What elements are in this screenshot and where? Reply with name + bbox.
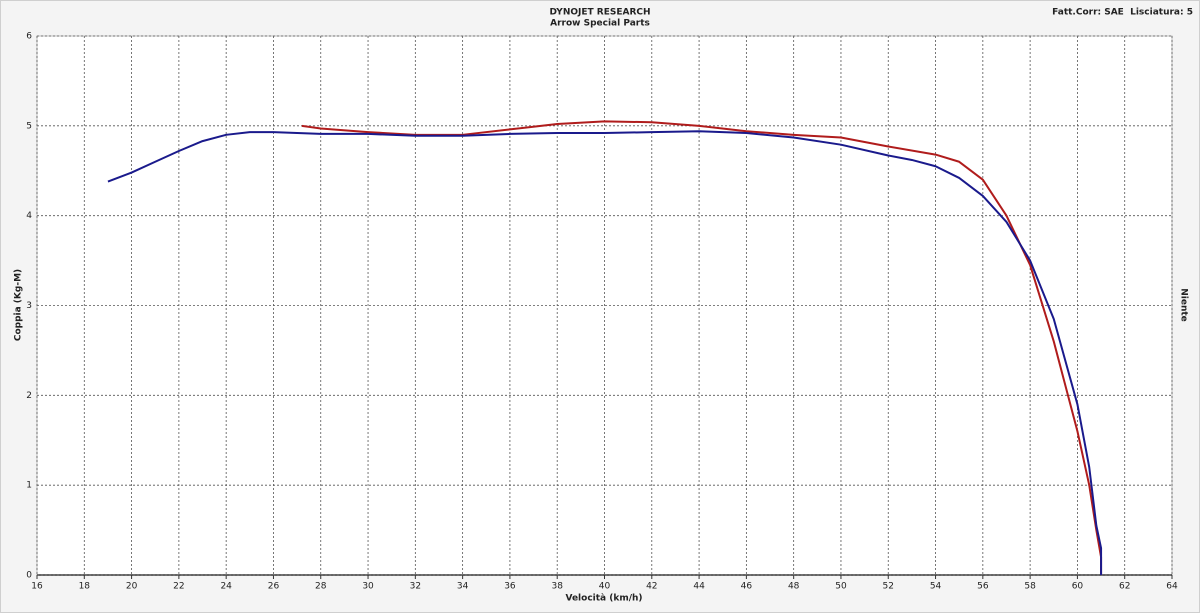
x-tick-label: 36: [504, 582, 516, 592]
y-tick-label: 4: [26, 211, 32, 221]
x-tick-label: 32: [410, 582, 421, 592]
x-tick-label: 24: [220, 582, 232, 592]
chart-subtitle: Arrow Special Parts: [550, 19, 650, 29]
x-tick-label: 18: [79, 582, 91, 592]
x-tick-label: 60: [1072, 582, 1084, 592]
x-tick-label: 50: [835, 582, 847, 592]
torque-line: [107, 130, 1103, 575]
x-tick-label: 16: [31, 582, 43, 592]
x-tick-label: 38: [551, 582, 563, 592]
y-tick-label: 6: [26, 32, 32, 42]
x-tick-label: 34: [457, 582, 469, 592]
x-tick-label: 44: [693, 582, 705, 592]
x-tick-label: 54: [930, 582, 942, 592]
x-tick-label: 22: [173, 582, 184, 592]
x-tick-label: 56: [977, 582, 989, 592]
chart-title: DYNOJET RESEARCH: [549, 8, 650, 18]
y-tick-label: 5: [26, 121, 32, 131]
x-tick-label: 42: [646, 582, 657, 592]
x-tick-label: 30: [362, 582, 374, 592]
x-tick-label: 46: [741, 582, 753, 592]
x-tick-label: 20: [126, 582, 138, 592]
x-tick-label: 64: [1166, 582, 1178, 592]
x-tick-label: 62: [1119, 582, 1130, 592]
x-tick-label: 26: [268, 582, 280, 592]
y-axis-label: Coppia (Kg-M): [14, 269, 24, 341]
x-tick-label: 52: [883, 582, 894, 592]
x-tick-label: 28: [315, 582, 327, 592]
y-tick-label: 2: [26, 391, 32, 401]
x-tick-label: 58: [1024, 582, 1036, 592]
x-axis-label: Velocità (km/h): [565, 594, 642, 604]
x-tick-label: 48: [788, 582, 800, 592]
y-tick-label: 1: [26, 481, 32, 491]
y-tick-label: 3: [26, 301, 32, 311]
x-tick-label: 40: [599, 582, 611, 592]
right-axis-label: Niente: [1179, 288, 1189, 322]
correction-note: Fatt.Corr: SAE Lisciatura: 5: [1052, 8, 1193, 18]
y-tick-label: 0: [26, 571, 32, 581]
